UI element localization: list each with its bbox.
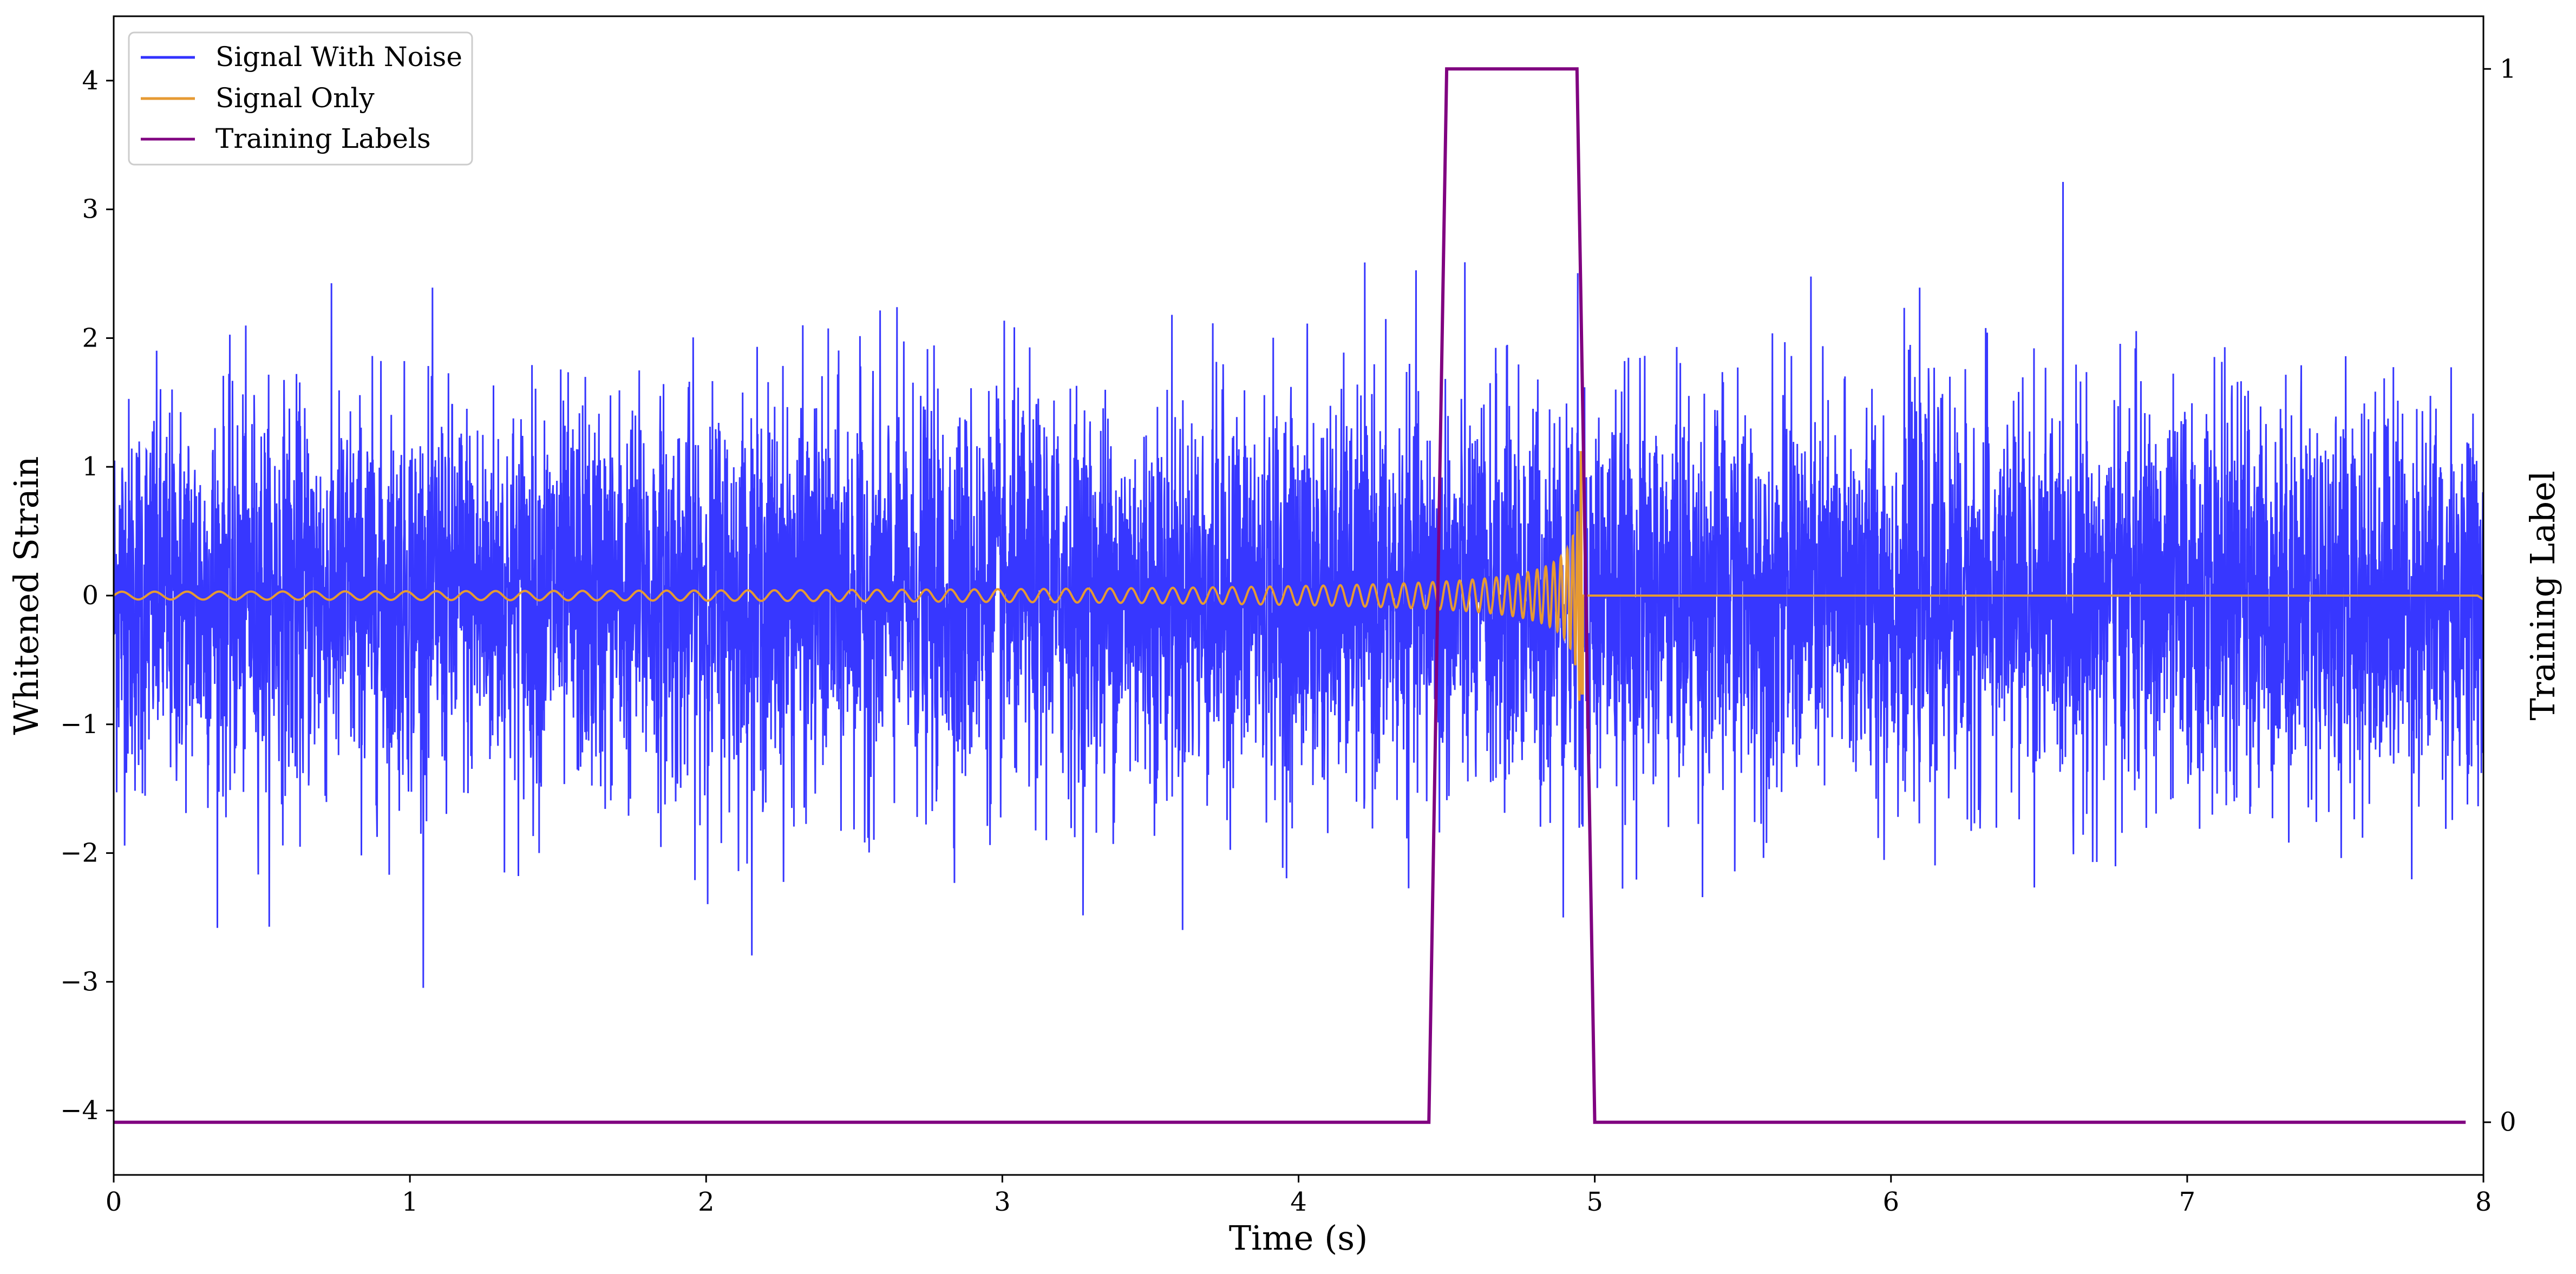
y-axis-label: Whitened Strain bbox=[6, 456, 46, 735]
y-tick-label: 3 bbox=[82, 194, 99, 225]
series-layer bbox=[114, 67, 2483, 1124]
x-tick-label: 5 bbox=[1586, 1187, 1603, 1217]
y-tick-label: −4 bbox=[60, 1095, 99, 1126]
y-tick-label: −2 bbox=[60, 838, 99, 868]
series-training-labels bbox=[114, 67, 2466, 1124]
x-tick-label: 1 bbox=[402, 1187, 419, 1217]
legend-label-signal-only: Signal Only bbox=[215, 82, 375, 114]
y-tick-label: 0 bbox=[82, 580, 99, 611]
y-tick-label: 2 bbox=[82, 323, 99, 353]
legend-label-signal-with-noise: Signal With Noise bbox=[215, 41, 462, 73]
x-tick-label: 4 bbox=[1290, 1187, 1307, 1217]
y-tick-label: −3 bbox=[60, 966, 99, 997]
x-tick-label: 0 bbox=[106, 1187, 122, 1217]
x-axis-ticks: 0 1 2 3 4 5 6 7 8 bbox=[106, 1175, 2492, 1217]
y-tick-label: 4 bbox=[82, 66, 99, 96]
x-tick-label: 6 bbox=[1882, 1187, 1899, 1217]
series-signal-with-noise bbox=[114, 181, 2483, 988]
y-tick-label: −1 bbox=[60, 709, 99, 740]
y2-axis-ticks: 01 bbox=[2483, 54, 2516, 1138]
y2-tick-label: 1 bbox=[2500, 54, 2516, 84]
legend-label-training-labels: Training Labels bbox=[215, 123, 431, 154]
x-tick-label: 3 bbox=[994, 1187, 1011, 1217]
x-tick-label: 7 bbox=[2179, 1187, 2196, 1217]
y2-tick-label: 0 bbox=[2500, 1107, 2516, 1138]
y-axis-ticks: −4 −3 −2 −1 0 1 2 3 4 bbox=[60, 66, 114, 1126]
legend-box bbox=[128, 31, 473, 166]
series-signal-only bbox=[114, 451, 2483, 701]
x-tick-label: 8 bbox=[2475, 1187, 2492, 1217]
y2-axis-label: Training Label bbox=[2523, 471, 2562, 720]
y-tick-label: 1 bbox=[82, 452, 99, 482]
x-tick-label: 2 bbox=[698, 1187, 715, 1217]
legend: Signal With Noise Signal Only Training L… bbox=[128, 31, 473, 166]
x-axis-label: Time (s) bbox=[1229, 1218, 1368, 1258]
